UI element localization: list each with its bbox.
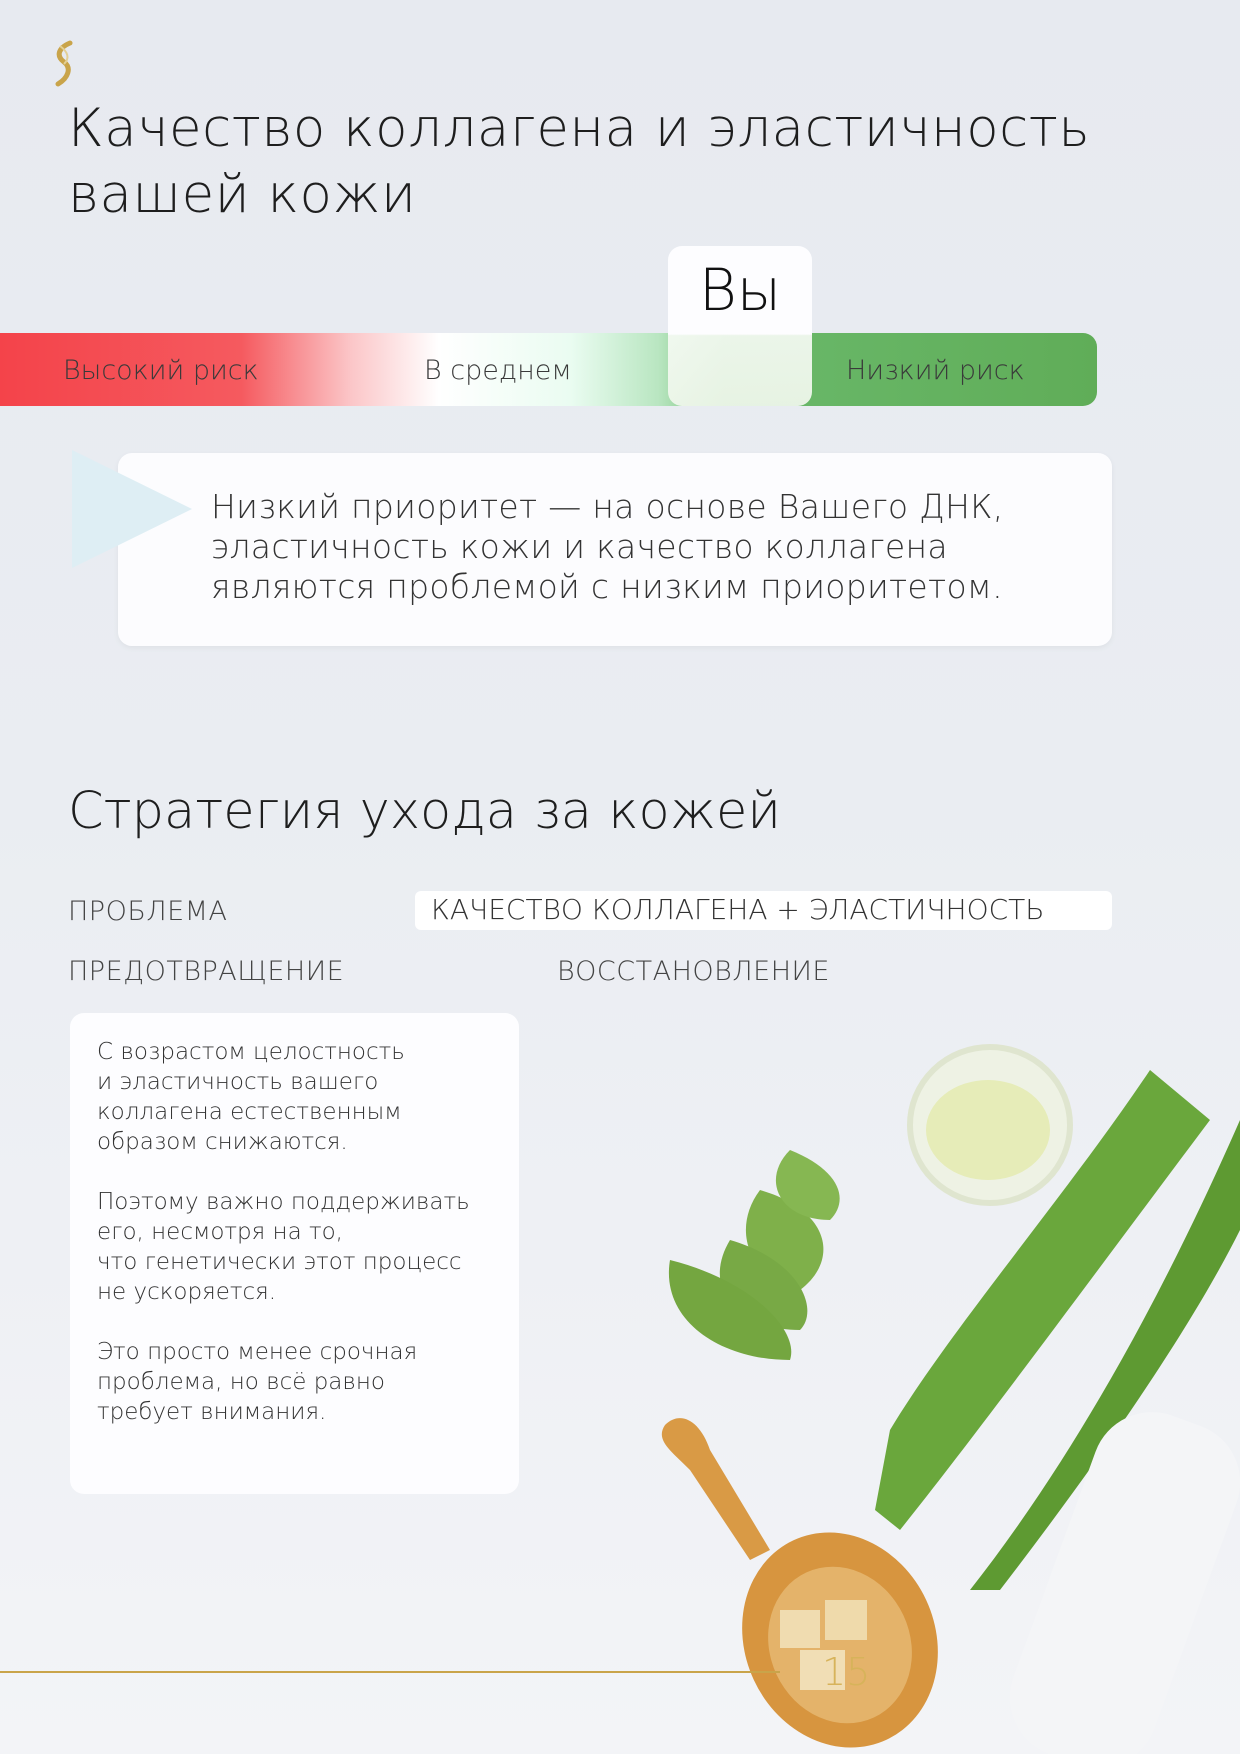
triangle-pointer-icon — [72, 450, 192, 568]
paragraph: Поэтому важно поддерживать его, несмотря… — [97, 1187, 470, 1307]
aloe-photo — [661, 1044, 1240, 1754]
page-number: 15 — [822, 1650, 871, 1694]
callout-line: Низкий приоритет — на основе Вашего ДНК, — [211, 487, 1004, 526]
callout-line: эластичность кожи и качество коллагена — [211, 527, 948, 566]
strategy-title: Стратегия ухода за кожей — [68, 782, 782, 841]
recovery-label: ВОССТАНОВЛЕНИЕ — [557, 956, 830, 987]
callout-line: являются проблемой с низким приоритетом. — [211, 567, 1003, 606]
title-line: Качество коллагена и эластичность — [68, 98, 1091, 159]
dna-logo-icon — [55, 40, 73, 87]
line: коллагена естественным — [97, 1099, 402, 1125]
problem-label: ПРОБЛЕМА — [68, 896, 228, 927]
line: не ускоряется. — [97, 1279, 277, 1305]
prevention-label: ПРЕДОТВРАЩЕНИЕ — [68, 956, 345, 987]
risk-scale-bar: Высокий риск В среднем Низкий риск — [0, 333, 1097, 406]
you-marker: Вы — [668, 246, 812, 406]
line: образом снижаются. — [97, 1129, 348, 1155]
paragraph: Это просто менее срочная проблема, но вс… — [97, 1337, 417, 1427]
line: его, несмотря на то, — [97, 1219, 343, 1245]
line: С возрастом целостность — [97, 1039, 405, 1065]
title-line: вашей кожи — [68, 164, 417, 225]
problem-value: КАЧЕСТВО КОЛЛАГЕНА + ЭЛАСТИЧНОСТЬ — [431, 893, 1045, 926]
line: что генетически этот процесс — [97, 1249, 462, 1275]
paragraph: С возрастом целостность и эластичность в… — [97, 1037, 405, 1157]
line: и эластичность вашего — [97, 1069, 379, 1095]
footer-divider — [0, 1671, 780, 1673]
prevention-card: С возрастом целостность и эластичность в… — [70, 1013, 519, 1494]
high-risk-label: Высокий риск — [63, 355, 259, 386]
you-label: Вы — [698, 256, 782, 324]
line: проблема, но всё равно — [97, 1369, 385, 1395]
line: требует внимания. — [97, 1399, 327, 1425]
low-risk-label: Низкий риск — [846, 355, 1025, 386]
average-label: В среднем — [424, 355, 572, 386]
line: Поэтому важно поддерживать — [97, 1189, 470, 1215]
line: Это просто менее срочная — [97, 1339, 418, 1365]
page-title: Качество коллагена и эластичность вашей … — [68, 96, 1090, 228]
problem-value-pill: КАЧЕСТВО КОЛЛАГЕНА + ЭЛАСТИЧНОСТЬ — [415, 891, 1112, 930]
callout-text: Низкий приоритет — на основе Вашего ДНК,… — [211, 487, 1004, 607]
priority-callout: Низкий приоритет — на основе Вашего ДНК,… — [118, 453, 1112, 646]
